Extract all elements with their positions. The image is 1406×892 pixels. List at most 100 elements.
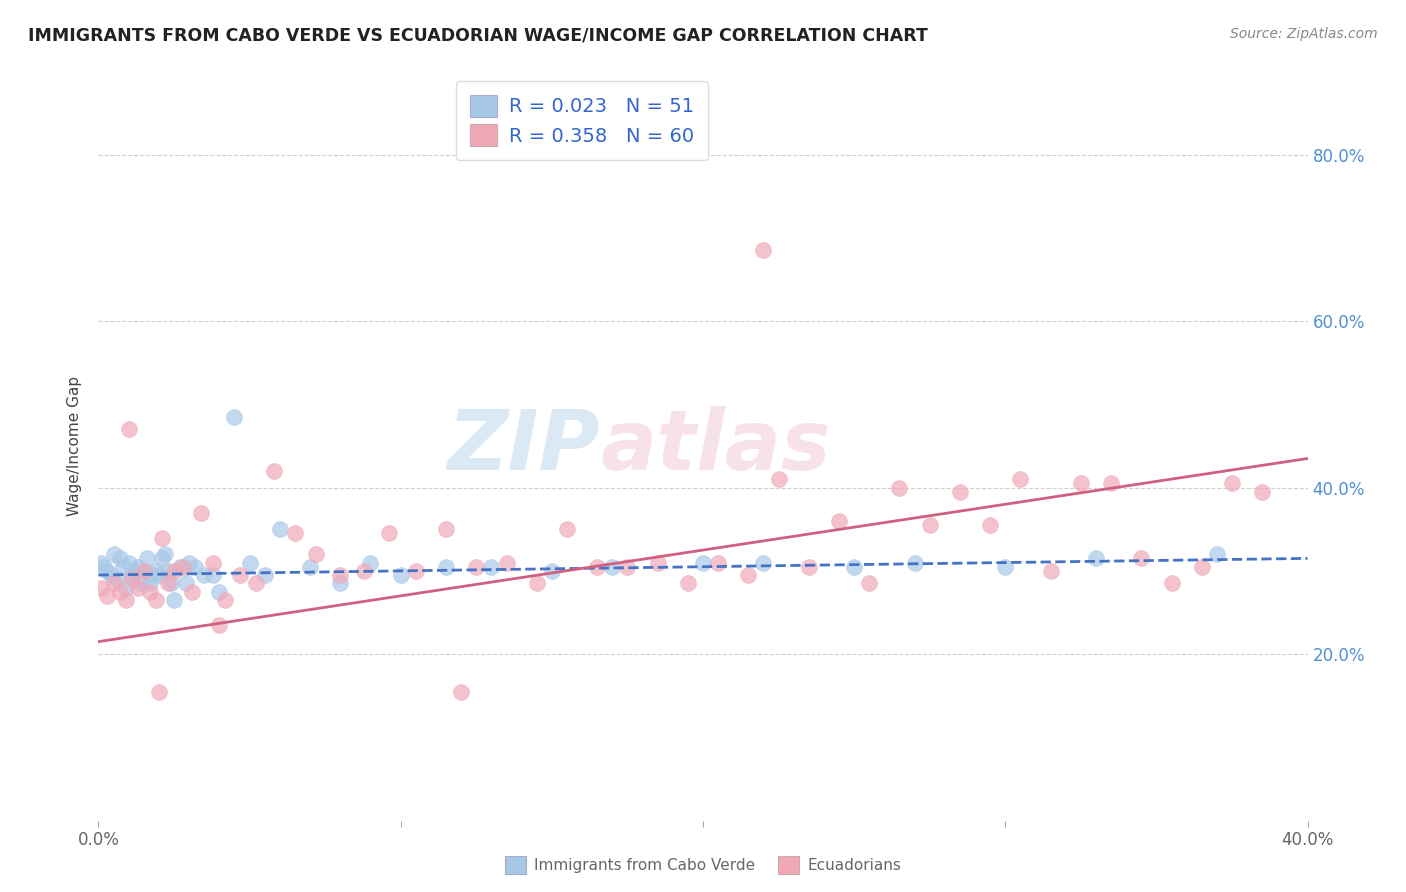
Point <box>329 576 352 591</box>
Point <box>127 581 149 595</box>
Point <box>96 589 118 603</box>
Point <box>676 576 699 591</box>
Point <box>389 568 412 582</box>
Point <box>434 559 457 574</box>
Point <box>202 568 225 582</box>
Point <box>132 564 155 578</box>
Point <box>1085 551 1108 566</box>
Point <box>156 576 179 591</box>
Point <box>768 472 790 486</box>
Point <box>103 547 125 561</box>
Point <box>150 551 173 566</box>
Text: ZIP: ZIP <box>447 406 600 486</box>
Point <box>184 559 207 574</box>
Point <box>111 559 134 574</box>
Point <box>118 422 141 436</box>
Point <box>148 568 170 582</box>
Point <box>132 564 155 578</box>
Point <box>174 576 197 591</box>
Point <box>360 556 382 570</box>
Point <box>616 559 638 574</box>
Point <box>108 584 131 599</box>
Point <box>737 568 759 582</box>
Point <box>284 526 307 541</box>
Point <box>121 568 143 582</box>
Point <box>121 572 143 586</box>
Point <box>904 556 927 570</box>
Point <box>153 547 176 561</box>
Point <box>100 568 122 582</box>
Point <box>918 518 941 533</box>
Point <box>450 684 472 698</box>
Point <box>692 556 714 570</box>
Point <box>305 547 328 561</box>
Point <box>108 551 131 566</box>
Point <box>148 684 170 698</box>
Point <box>114 593 136 607</box>
Point <box>103 576 125 591</box>
Point <box>253 568 276 582</box>
Point <box>208 584 231 599</box>
Point <box>172 559 194 574</box>
Point <box>269 522 291 536</box>
Point <box>647 556 669 570</box>
Point <box>93 559 115 574</box>
Point <box>889 481 911 495</box>
Point <box>163 564 186 578</box>
Point <box>139 584 162 599</box>
Point <box>858 576 880 591</box>
Point <box>434 522 457 536</box>
Point <box>586 559 609 574</box>
Point <box>118 556 141 570</box>
Point <box>752 244 775 258</box>
Point <box>481 559 503 574</box>
Point <box>828 514 851 528</box>
Point <box>1251 484 1274 499</box>
Point <box>239 556 262 570</box>
Point <box>994 559 1017 574</box>
Point <box>329 568 352 582</box>
Point <box>263 464 285 478</box>
Point <box>229 568 252 582</box>
Legend: Immigrants from Cabo Verde, Ecuadorians: Immigrants from Cabo Verde, Ecuadorians <box>499 850 907 880</box>
Point <box>145 564 167 578</box>
Point <box>526 576 548 591</box>
Point <box>156 564 179 578</box>
Point <box>169 559 191 574</box>
Point <box>540 564 562 578</box>
Point <box>124 564 146 578</box>
Point <box>405 564 427 578</box>
Point <box>90 556 112 570</box>
Point <box>495 556 517 570</box>
Point <box>979 518 1001 533</box>
Point <box>1070 476 1092 491</box>
Point <box>1039 564 1062 578</box>
Y-axis label: Wage/Income Gap: Wage/Income Gap <box>67 376 83 516</box>
Point <box>1010 472 1032 486</box>
Point <box>208 618 231 632</box>
Point <box>105 572 128 586</box>
Point <box>190 506 212 520</box>
Point <box>150 531 173 545</box>
Point <box>1220 476 1243 491</box>
Point <box>214 593 236 607</box>
Point <box>139 576 162 591</box>
Point <box>163 593 186 607</box>
Point <box>1160 576 1182 591</box>
Point <box>127 559 149 574</box>
Text: Source: ZipAtlas.com: Source: ZipAtlas.com <box>1230 27 1378 41</box>
Point <box>555 522 578 536</box>
Point <box>465 559 488 574</box>
Point <box>179 556 201 570</box>
Point <box>129 576 152 591</box>
Point <box>707 556 730 570</box>
Point <box>752 556 775 570</box>
Point <box>202 556 225 570</box>
Point <box>114 581 136 595</box>
Point <box>602 559 624 574</box>
Point <box>1099 476 1122 491</box>
Point <box>844 559 866 574</box>
Point <box>353 564 375 578</box>
Point <box>160 576 183 591</box>
Point <box>1206 547 1229 561</box>
